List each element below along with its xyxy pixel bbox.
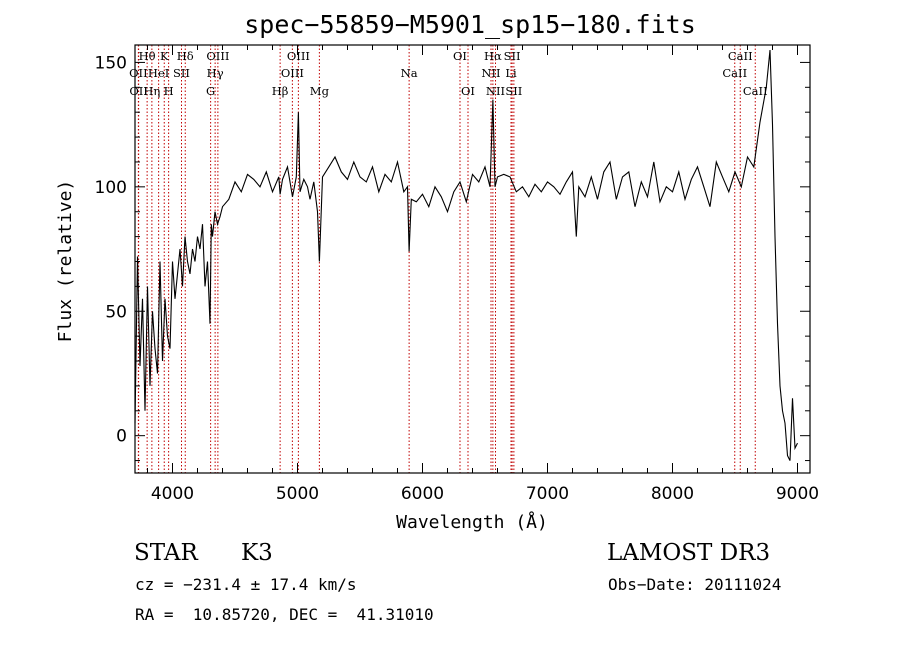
spectral-line-label: CaII [722, 66, 747, 80]
x-tick-label: 9000 [776, 484, 819, 504]
spectral-line-label: OII [129, 84, 148, 98]
chart-title: spec−55859−M5901_sp15−180.fits [244, 10, 696, 39]
x-tick-label: 6000 [401, 484, 444, 504]
y-tick-label: 50 [105, 302, 127, 322]
axis-ticks: 4000 5000 6000 7000 8000 9000 0 50 100 150 [95, 45, 819, 504]
observation-date: Obs−Date: 20111024 [608, 575, 782, 594]
spectral-line-label: K [160, 49, 169, 63]
x-tick-label: 8000 [651, 484, 694, 504]
plot-frame [134, 44, 811, 474]
spectral-line-markers [137, 45, 756, 473]
spectrum-series [134, 49, 798, 461]
y-axis-label: Flux (relative) [55, 180, 76, 343]
x-tick-label: 4000 [151, 484, 194, 504]
object-subclass: K3 [241, 540, 273, 566]
spectral-line-label: Hβ [272, 84, 289, 98]
coordinates: RA = 10.85720, DEC = 41.31010 [135, 605, 434, 624]
spectral-line-label: Li [505, 66, 517, 80]
spectral-line-label: Hγ [207, 66, 224, 80]
spectral-line-label: HeI [148, 66, 169, 80]
spectral-line-label: OIII [287, 49, 310, 63]
spectral-line-label: G [206, 84, 215, 98]
spectral-line-label: Hη [143, 84, 160, 98]
x-tick-label: 7000 [526, 484, 569, 504]
spectral-line-label: Mg [310, 84, 330, 98]
spectral-line-label: Hδ [177, 49, 194, 63]
spectral-line-label: SII [173, 66, 190, 80]
spectral-line-label: CaII [728, 49, 753, 63]
y-tick-label: 100 [95, 178, 127, 198]
spectral-line-label: SII [504, 49, 521, 63]
spectral-line-label: OI [461, 84, 475, 98]
spectral-line-label: NII [481, 66, 500, 80]
spectral-line-label: OII [129, 66, 148, 80]
spectral-line-label: OIII [206, 49, 229, 63]
object-class: STAR [134, 540, 198, 566]
redshift-velocity: cz = −231.4 ± 17.4 km/s [135, 575, 357, 594]
spectral-line-label: Hθ [139, 49, 156, 63]
spectral-line-label: Hα [484, 49, 502, 63]
spectral-line-label: H [164, 84, 174, 98]
spectral-line-label: CaII [743, 84, 768, 98]
spectral-line-label: NII [486, 84, 505, 98]
y-tick-label: 150 [95, 53, 127, 73]
survey-name: LAMOST DR3 [607, 540, 771, 566]
spectral-line-label: OIII [281, 66, 304, 80]
spectral-line-labels: Hθ OII OII K Hη HeI H Hδ SII OIII Hγ G Hβ OIII OIII Mg N… [129, 49, 768, 98]
spectral-line-label: Na [401, 66, 418, 80]
x-axis-label: Wavelength (Å) [396, 511, 548, 533]
x-tick-label: 5000 [276, 484, 319, 504]
spectral-line-label: OI [453, 49, 467, 63]
y-tick-label: 0 [116, 427, 127, 447]
spectral-line-label: SII [505, 84, 522, 98]
